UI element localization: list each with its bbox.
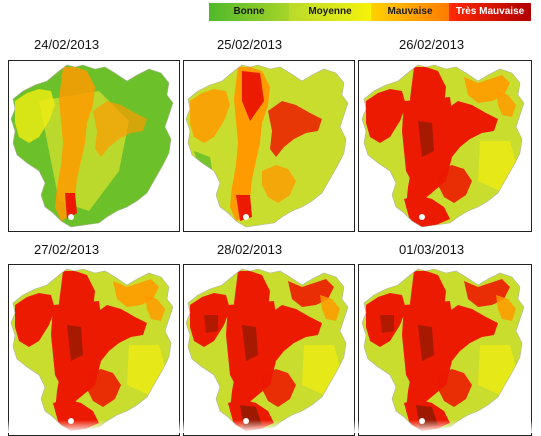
- map-2: [185, 64, 349, 228]
- map-fill: [11, 65, 173, 227]
- map-1: [10, 64, 174, 228]
- date-label-6: 01/03/2013: [399, 242, 465, 257]
- map-fill: [11, 269, 173, 431]
- map-3: [361, 64, 525, 228]
- date-label-3: 26/02/2013: [399, 37, 465, 52]
- map-panel-6: [358, 264, 532, 436]
- map-panel-1: [8, 60, 180, 232]
- legend-item-bonne: Bonne: [209, 3, 289, 21]
- legend-item-moyenne: Moyenne: [289, 3, 371, 21]
- map-6: [361, 268, 525, 432]
- map-fill: [362, 269, 524, 431]
- map-panel-3: [358, 60, 532, 232]
- date-label-4: 27/02/2013: [34, 242, 100, 257]
- legend-item-tres-mauvaise: Très Mauvaise: [449, 3, 531, 21]
- date-label-2: 25/02/2013: [217, 37, 283, 52]
- map-panel-2: [183, 60, 355, 232]
- map-panel-5: [183, 264, 355, 436]
- legend-item-mauvaise: Mauvaise: [371, 3, 449, 21]
- date-label-1: 24/02/2013: [34, 37, 100, 52]
- bottom-fade: [0, 420, 541, 433]
- map-fill: [362, 65, 524, 227]
- map-panel-4: [8, 264, 180, 436]
- legend: Bonne Moyenne Mauvaise Très Mauvaise: [209, 3, 531, 21]
- map-fill: [186, 65, 348, 227]
- map-fill: [186, 269, 348, 431]
- map-5: [185, 268, 349, 432]
- map-4: [10, 268, 174, 432]
- date-label-5: 28/02/2013: [217, 242, 283, 257]
